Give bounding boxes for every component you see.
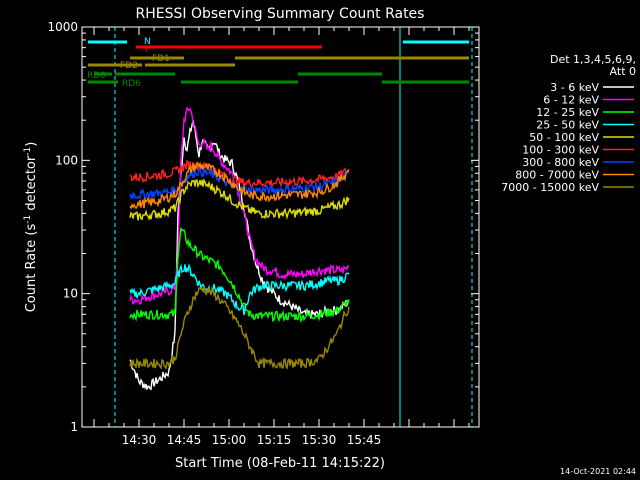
series-line-1 [129,106,350,306]
x-tick-label-3: 15:15 [257,433,292,447]
footer-timestamp: 14-Oct-2021 02:44 [560,467,636,476]
legend-label-4: 50 - 100 keV [529,131,599,144]
legend-label-8: 7000 - 15000 keV [501,181,599,194]
y-axis-label-part3: ) [24,142,39,147]
y-axis-label-sup2: -1 [23,147,33,156]
y-axis-label-part2: detector [24,155,39,215]
x-tick-label-2: 15:00 [212,433,247,447]
y-tick-label-3: 1000 [47,20,78,34]
y-tick-label-2: 100 [55,153,78,167]
plot-frame [81,26,480,428]
legend-label-7: 800 - 7000 keV [515,169,599,182]
series-line-4 [129,178,350,221]
series-line-3 [129,263,350,316]
legend-label-6: 300 - 800 keV [522,156,599,169]
series-line-7 [129,161,350,210]
flag-label-FD2: FD2 [120,61,138,71]
legend-header-0: Det 1,3,4,5,6,9, [550,53,636,66]
flag-label-RD6: RD6 [122,79,141,89]
legend-label-3: 25 - 50 keV [536,119,599,132]
series-line-8 [129,286,350,370]
x-tick-label-1: 14:45 [167,433,202,447]
legend-label-1: 6 - 12 keV [543,94,599,107]
series-line-0 [129,120,350,391]
y-axis: 1 10 100 1000 [47,20,479,434]
y-tick-label-1: 10 [63,287,78,301]
series-line-2 [129,227,350,324]
legend-header-1: Att 0 [610,65,636,78]
x-tick-label-5: 15:45 [347,433,382,447]
series-group [129,106,350,391]
x-tick-label-0: 14:30 [122,433,157,447]
y-axis-label: Count Rate (s-1 detector-1) [23,142,39,313]
flag-label-RD0: RD0 [87,71,106,81]
y-tick-label-0: 1 [70,420,78,434]
x-axis: 14:30 14:45 15:00 15:15 15:30 15:45 [93,27,470,447]
y-axis-label-part1: Count Rate (s [24,224,39,313]
flag-label-N: N [144,37,151,47]
flag-label-F: F [145,45,150,55]
x-axis-label: Start Time (08-Feb-11 14:15:22) [175,456,385,471]
chart-title: RHESSI Observing Summary Count Rates [136,6,425,22]
legend-label-5: 100 - 300 keV [522,144,599,157]
x-tick-label-4: 15:30 [302,433,337,447]
y-axis-label-sup1: -1 [23,215,33,224]
flag-label-FD1: FD1 [152,54,170,64]
legend-label-2: 12 - 25 keV [536,106,599,119]
vertical-markers [114,27,473,427]
series-line-5 [129,159,350,189]
series-line-6 [129,165,350,201]
legend-label-0: 3 - 6 keV [550,81,599,94]
